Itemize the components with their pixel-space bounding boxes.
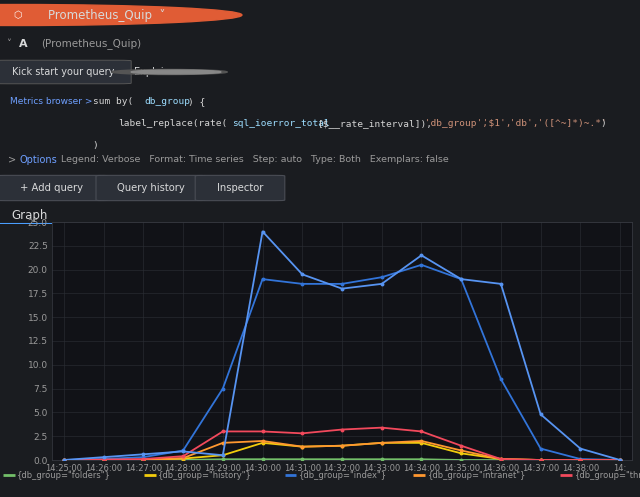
Text: db_group: db_group	[144, 97, 190, 106]
Text: 'db',: 'db',	[504, 119, 539, 128]
FancyBboxPatch shape	[96, 175, 205, 201]
Text: [$__rate_interval]),: [$__rate_interval]),	[318, 119, 433, 128]
Text: (Prometheus_Quip): (Prometheus_Quip)	[42, 39, 141, 50]
Text: sql_ioerror_total: sql_ioerror_total	[232, 119, 330, 128]
Text: '$1',: '$1',	[477, 119, 511, 128]
Text: ) {: ) {	[188, 97, 205, 106]
Text: ˅: ˅	[6, 39, 12, 49]
Text: sum by(: sum by(	[93, 97, 133, 106]
Text: {db_group="index"}: {db_group="index"}	[299, 471, 387, 480]
Circle shape	[131, 70, 221, 74]
Text: ): )	[600, 119, 606, 128]
Text: Metrics browser >: Metrics browser >	[10, 97, 92, 106]
Text: Legend: Verbose   Format: Time series   Step: auto   Type: Both   Exemplars: fal: Legend: Verbose Format: Time series Step…	[61, 156, 449, 165]
Text: >: >	[8, 155, 16, 165]
Text: A: A	[19, 39, 28, 49]
Text: {db_group="folders"}: {db_group="folders"}	[17, 471, 111, 480]
Text: Explain: Explain	[134, 67, 170, 77]
FancyBboxPatch shape	[0, 175, 108, 201]
Text: + Add query: + Add query	[20, 183, 83, 193]
FancyBboxPatch shape	[0, 60, 131, 84]
Text: Inspector: Inspector	[217, 183, 263, 193]
Text: Query history: Query history	[116, 183, 184, 193]
Text: {db_group="intranet"}: {db_group="intranet"}	[428, 471, 526, 480]
FancyBboxPatch shape	[195, 175, 285, 201]
Text: {db_group="history"}: {db_group="history"}	[158, 471, 252, 480]
Text: ): )	[93, 141, 99, 150]
Text: Graph: Graph	[12, 210, 48, 223]
Text: '([^~]*)~.*': '([^~]*)~.*'	[532, 119, 607, 128]
Text: Prometheus_Quip  ˅: Prometheus_Quip ˅	[48, 8, 165, 21]
Circle shape	[0, 4, 242, 25]
Circle shape	[112, 70, 227, 75]
Text: ⬡: ⬡	[13, 10, 22, 20]
Text: Kick start your query: Kick start your query	[12, 67, 114, 77]
Text: label_replace(rate(: label_replace(rate(	[118, 119, 228, 128]
Text: 'db_group',: 'db_group',	[419, 119, 488, 128]
Text: Options: Options	[19, 155, 57, 165]
Text: {db_group="threads"}: {db_group="threads"}	[575, 471, 640, 480]
